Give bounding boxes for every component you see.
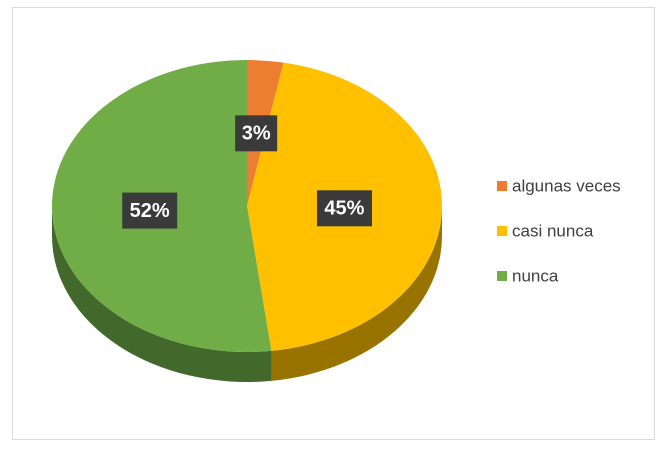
- legend-swatch: [497, 271, 507, 281]
- legend-label: algunas veces: [512, 176, 621, 195]
- legend-swatch: [497, 181, 507, 191]
- legend-label: casi nunca: [512, 221, 594, 240]
- slice-side: [271, 206, 442, 381]
- legend-label: nunca: [512, 266, 559, 285]
- legend-swatch: [497, 226, 507, 236]
- data-label: 52%: [130, 200, 170, 222]
- data-label: 45%: [324, 198, 364, 220]
- data-label-box: [235, 115, 278, 152]
- data-label-box: [316, 190, 372, 227]
- data-label: 3%: [242, 123, 271, 145]
- data-label-box: [122, 192, 178, 229]
- slice-side: [52, 206, 272, 382]
